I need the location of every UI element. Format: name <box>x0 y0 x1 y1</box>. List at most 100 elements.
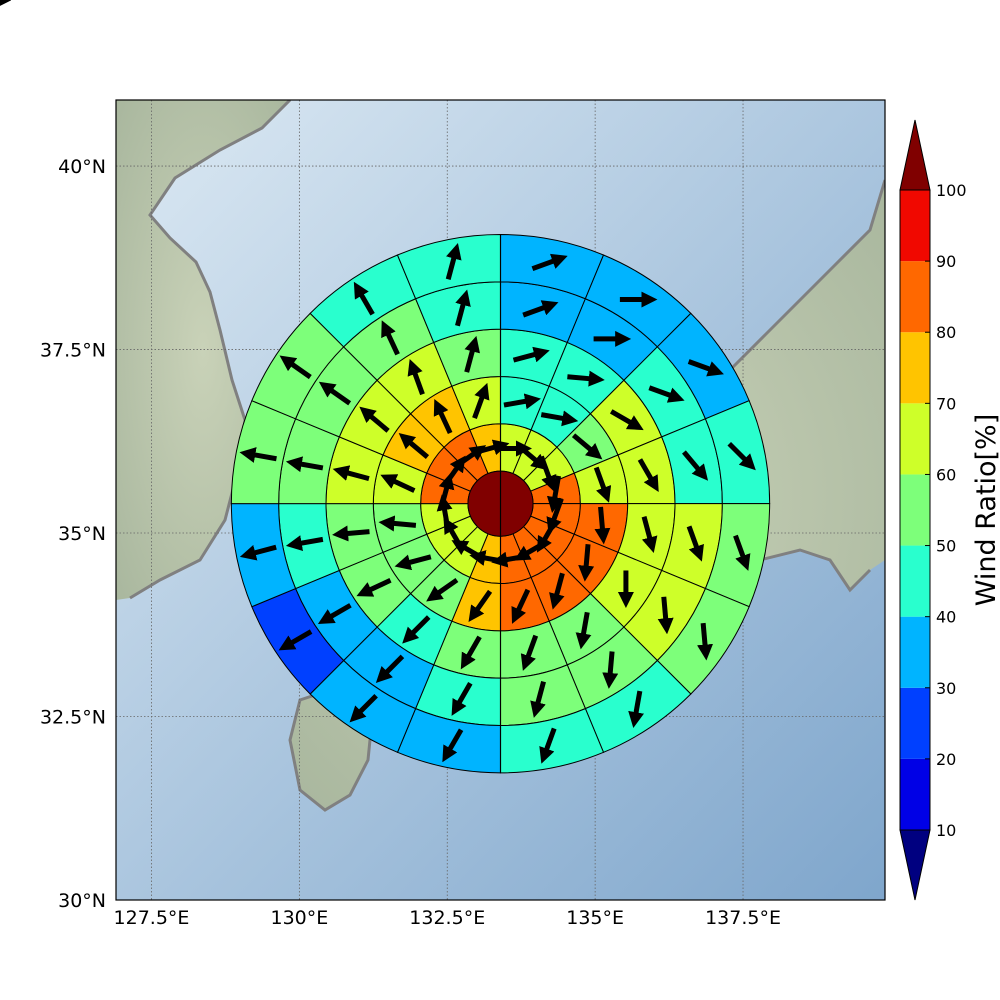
colorbar-tick-label: 100 <box>936 181 967 200</box>
wind-arrow <box>513 539 548 561</box>
wind-arrow <box>375 654 405 683</box>
wind-arrow <box>349 693 378 723</box>
wind-arrow <box>445 243 462 280</box>
wind-arrow <box>402 615 431 644</box>
colorbar-band <box>900 332 930 404</box>
korea-coastline <box>129 100 292 600</box>
colorbar-band <box>900 616 930 688</box>
colorbar-tick-labels: 10 20 30 40 50 60 70 80 90 100 <box>925 181 967 840</box>
wind-arrow <box>571 433 603 460</box>
wind-arrow <box>540 410 579 427</box>
wind-arrow <box>443 517 465 551</box>
wind-arrow <box>469 550 507 566</box>
colorbar-tick-label: 90 <box>936 252 956 271</box>
wind-arrow <box>442 728 464 763</box>
longitude-tick-label: 127.5°E <box>114 907 190 929</box>
wind-arrow <box>727 441 756 471</box>
wind-arrow <box>380 474 416 493</box>
wind-arrow <box>318 381 352 406</box>
colorbar-title: Wind Ratio[%] <box>971 414 1000 606</box>
wind-arrow <box>536 518 558 553</box>
wind-arrow <box>657 596 674 635</box>
wind-arrow <box>517 444 548 471</box>
wind-arrow <box>239 544 277 561</box>
wind-arrow <box>353 281 375 316</box>
colorbar: 10 20 30 40 50 60 70 80 90 100 Wind Ratio[%] <box>899 119 1000 901</box>
wind-arrow <box>522 300 559 318</box>
wind-arrow <box>381 320 400 356</box>
wind-arrow <box>539 455 557 492</box>
wind-arrow <box>594 506 611 545</box>
latitude-tick-label: 37.5°N <box>40 340 106 362</box>
wind-arrow <box>378 515 417 532</box>
map-frame <box>115 99 886 901</box>
wind-arrow <box>686 525 704 562</box>
colorbar-tick-label: 80 <box>936 323 956 342</box>
wind-arrow <box>436 494 453 532</box>
wind-arrow <box>332 465 370 482</box>
wind-arrow <box>546 475 563 513</box>
wind-arrow <box>438 472 455 510</box>
wind-arrow <box>637 458 659 493</box>
wind-direction-arrows <box>239 243 756 764</box>
wind-arrow <box>503 393 541 410</box>
wind-arrow <box>641 516 658 553</box>
wind-arrow <box>317 603 352 625</box>
korea-landmass <box>116 100 290 600</box>
wind-arrow <box>687 359 724 377</box>
colorbar-band <box>900 474 930 546</box>
wind-arrow <box>285 535 324 551</box>
wind-arrow <box>549 572 565 610</box>
colorbar-outline <box>899 189 931 831</box>
colorbar-band <box>900 190 930 262</box>
wind-arrow <box>578 544 595 582</box>
wind-arrow <box>575 611 592 650</box>
wind-arrow <box>602 651 619 689</box>
wind-arrow <box>398 432 430 460</box>
wind-arrow <box>531 253 568 272</box>
wind-arrow <box>468 589 493 623</box>
colorbar-extend-high <box>899 119 931 191</box>
wind-arrow <box>512 346 550 363</box>
wind-arrow <box>278 629 313 651</box>
colorbar-band <box>900 545 930 617</box>
wind-arrow <box>733 534 751 571</box>
colorbar-band <box>900 403 930 475</box>
colorbar-band <box>900 261 930 333</box>
wind-arrow <box>464 335 480 373</box>
map-panel: 30°N 32.5°N 35°N 37.5°N 40°N 127.5°E 130°E 132… <box>0 0 886 929</box>
longitude-tick-labels: 127.5°E 130°E 132.5°E 135°E 137.5°E <box>114 907 781 929</box>
wind-arrow <box>539 727 557 764</box>
wind-arrow <box>332 525 370 542</box>
wind-arrow <box>356 578 392 597</box>
wind-arrow <box>648 385 685 403</box>
wind-arrow <box>359 406 390 433</box>
colorbar-band <box>900 687 930 759</box>
colorbar-tick-label: 50 <box>936 537 956 556</box>
colorbar-band <box>900 758 930 830</box>
colorbar-tick-label: 60 <box>936 465 956 484</box>
wind-arrow <box>453 445 487 469</box>
colorbar-tick-label: 10 <box>936 821 956 840</box>
latitude-tick-label: 35°N <box>58 523 106 545</box>
wind-arrow <box>239 447 277 463</box>
wind-arrow <box>394 554 432 571</box>
wind-arrow <box>511 588 531 624</box>
longitude-tick-label: 137.5°E <box>705 907 781 929</box>
longitude-tick-label: 132.5°E <box>409 907 485 929</box>
wind-arrow <box>451 682 473 716</box>
wind-arrow <box>472 439 510 456</box>
wind-arrow <box>628 690 644 729</box>
latitude-tick-label: 32.5°N <box>40 707 106 729</box>
wind-arrow <box>451 540 486 562</box>
colorbar-extend-low <box>899 829 931 901</box>
latitude-tick-label: 30°N <box>58 890 106 912</box>
wind-arrow <box>279 355 312 380</box>
wind-arrow <box>697 622 713 661</box>
wind-arrow <box>530 680 546 718</box>
wind-arrow <box>285 456 324 473</box>
longitude-tick-label: 135°E <box>566 907 624 929</box>
wind-arrow <box>433 398 453 435</box>
colorbar-tick-label: 20 <box>936 750 956 769</box>
